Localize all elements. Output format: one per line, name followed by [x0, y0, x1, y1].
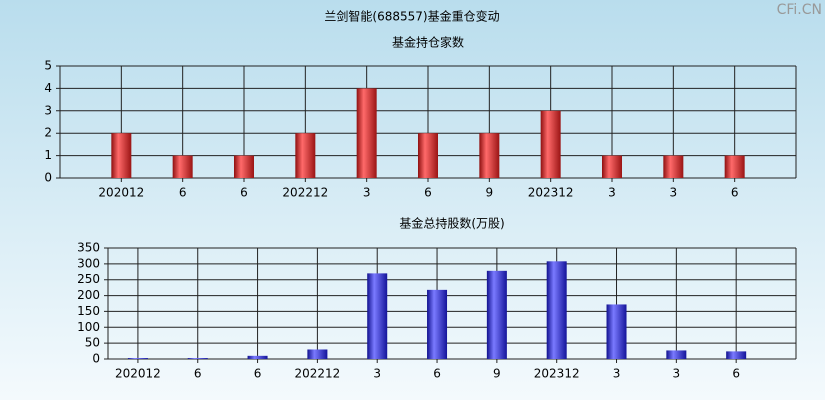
y-tick-label: 3: [44, 103, 52, 117]
x-tick-label: 3: [670, 186, 678, 200]
x-tick-label: 6: [732, 367, 740, 381]
watermark: CFi.CN: [777, 2, 822, 18]
x-tick-label: 3: [373, 367, 381, 381]
bar: [724, 155, 745, 178]
bar: [546, 261, 567, 359]
bar: [356, 88, 377, 178]
y-tick-label: 150: [77, 304, 100, 318]
bar: [726, 351, 747, 359]
bar: [418, 133, 438, 178]
chart-title: 基金总持股数(万股): [399, 216, 504, 231]
chart-title: 基金持仓家数: [392, 35, 464, 50]
bar: [187, 358, 208, 359]
x-tick-label: 6: [433, 367, 441, 381]
x-tick-label: 202312: [528, 186, 574, 200]
bar: [602, 155, 622, 178]
bar: [234, 155, 254, 178]
bar: [663, 155, 684, 178]
x-tick-label: 6: [731, 186, 739, 200]
bar: [307, 349, 328, 359]
y-tick-label: 4: [44, 81, 52, 95]
y-tick-label: 300: [77, 256, 100, 270]
page-title: 兰剑智能(688557)基金重仓变动: [324, 9, 499, 24]
x-tick-label: 202212: [294, 367, 340, 381]
x-tick-label: 6: [424, 186, 432, 200]
bar: [111, 133, 132, 178]
bar: [295, 133, 316, 178]
bar: [479, 133, 500, 178]
x-tick-label: 202012: [115, 367, 161, 381]
y-tick-label: 0: [92, 352, 100, 366]
bar: [606, 304, 627, 359]
x-tick-label: 6: [179, 186, 187, 200]
x-tick-label: 9: [493, 367, 501, 381]
bar: [486, 270, 507, 359]
x-tick-label: 202312: [534, 367, 580, 381]
y-tick-label: 5: [44, 59, 52, 73]
y-tick-label: 50: [85, 336, 100, 350]
y-tick-label: 200: [77, 288, 100, 302]
y-tick-label: 250: [77, 272, 100, 286]
x-tick-label: 3: [613, 367, 621, 381]
y-tick-label: 0: [44, 171, 52, 185]
x-tick-label: 9: [486, 186, 494, 200]
bar: [367, 273, 388, 359]
x-tick-label: 6: [240, 186, 248, 200]
x-tick-label: 3: [363, 186, 371, 200]
x-tick-label: 6: [194, 367, 202, 381]
bar: [427, 289, 448, 359]
bar: [666, 350, 687, 359]
y-tick-label: 1: [44, 148, 52, 162]
bar: [127, 358, 148, 359]
bar: [247, 355, 268, 359]
y-tick-label: 2: [44, 126, 52, 140]
x-tick-label: 3: [608, 186, 616, 200]
x-tick-label: 202012: [98, 186, 144, 200]
x-tick-label: 3: [673, 367, 681, 381]
y-tick-label: 100: [77, 320, 100, 334]
bar: [172, 155, 193, 178]
x-tick-label: 6: [254, 367, 262, 381]
x-tick-label: 202212: [282, 186, 328, 200]
y-tick-label: 350: [77, 241, 100, 255]
bar: [540, 110, 561, 178]
